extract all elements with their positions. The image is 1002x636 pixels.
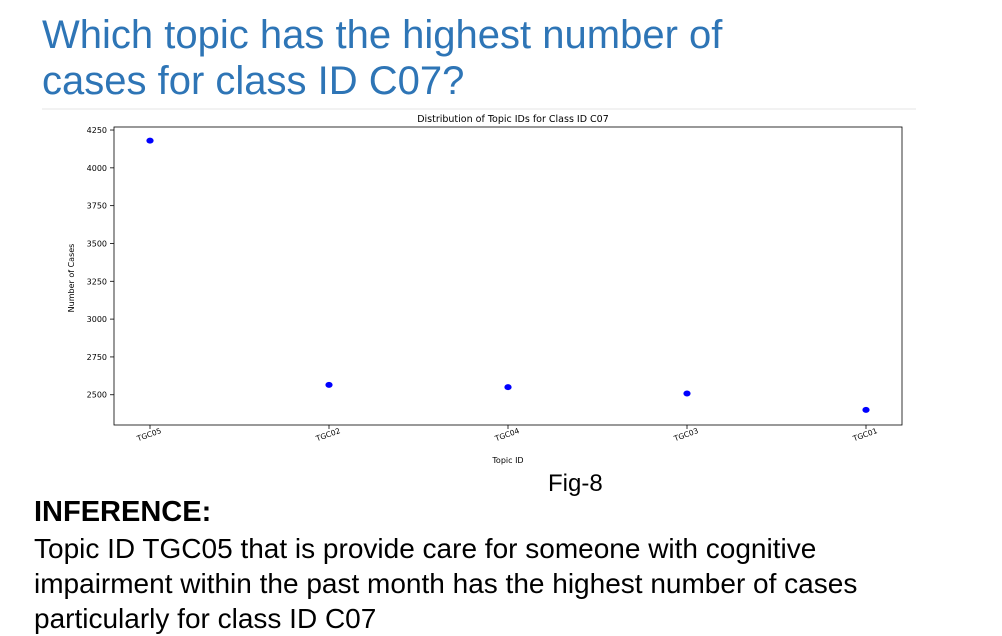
data-point-tgc02 <box>325 381 333 388</box>
y-tick-label-5: 3750 <box>87 202 107 211</box>
y-tick-label-6: 4000 <box>87 164 107 173</box>
data-point-tgc03 <box>683 390 691 397</box>
y-tick-label-4: 3500 <box>87 239 107 248</box>
y-tick-label-3: 3250 <box>87 277 107 286</box>
y-tick-label-1: 2750 <box>87 353 107 362</box>
slide-title: Which topic has the highest number of ca… <box>42 12 942 104</box>
plot-area <box>113 126 903 426</box>
y-axis-label: Number of Cases <box>67 244 76 313</box>
x-tick-label-0: TGC05 <box>135 426 163 443</box>
y-axis: 2500 2750 3000 3250 3500 3750 4000 4250 <box>87 126 114 400</box>
x-tick-label-4: TGC01 <box>851 426 879 443</box>
inference-line-2: impairment within the past month has the… <box>34 568 858 599</box>
y-tick-label-2: 3000 <box>87 315 107 324</box>
x-axis: TGC05 TGC02 TGC04 TGC03 TGC01 <box>135 425 879 444</box>
chart-title: Distribution of Topic IDs for Class ID C… <box>417 114 609 125</box>
data-point-tgc04 <box>504 384 512 391</box>
scatter-chart: Distribution of Topic IDs for Class ID C… <box>67 114 903 465</box>
y-tick-label-0: 2500 <box>87 391 107 400</box>
y-tick-label-7: 4250 <box>87 126 107 135</box>
figure-label: Fig-8 <box>548 470 603 497</box>
data-point-tgc01 <box>862 406 870 413</box>
inference-line-3: particularly for class ID C07 <box>34 603 377 634</box>
data-points <box>146 137 870 413</box>
x-axis-label: Topic ID <box>491 456 523 465</box>
slide-title-line-1: Which topic has the highest number of <box>42 13 723 57</box>
x-tick-label-2: TGC04 <box>493 426 521 443</box>
x-tick-label-1: TGC02 <box>314 426 342 443</box>
inference-heading: INFERENCE: <box>34 496 212 528</box>
x-tick-label-3: TGC03 <box>672 426 700 443</box>
title-divider <box>42 108 916 110</box>
inference-text: Topic ID TGC05 that is provide care for … <box>34 531 994 636</box>
inference-line-1: Topic ID TGC05 that is provide care for … <box>34 533 817 564</box>
slide-title-line-2: cases for class ID C07? <box>42 59 465 103</box>
data-point-tgc05 <box>146 137 154 144</box>
